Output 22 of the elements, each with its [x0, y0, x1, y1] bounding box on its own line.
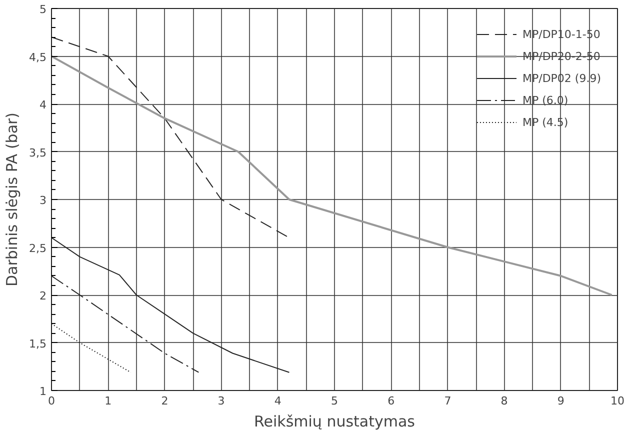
y-tick-label: 3	[40, 194, 46, 207]
y-tick-label: 5	[40, 3, 46, 16]
x-tick-label: 8	[500, 394, 508, 408]
y-tick-label: 1,5	[29, 337, 47, 350]
x-tick-label: 10	[610, 394, 624, 408]
x-tick-label: 0	[48, 394, 55, 408]
x-axis-title: Reikšmių nustatymas	[254, 412, 416, 430]
y-tick-label: 1	[40, 385, 46, 398]
x-tick-label: 6	[388, 394, 395, 408]
y-tick-label: 4	[40, 98, 46, 112]
y-axis-title: Darbinis slėgis PA (bar)	[3, 112, 22, 287]
x-tick-label: 1	[104, 394, 112, 408]
y-tick-label: 2,5	[29, 242, 47, 255]
x-tick-label: 7	[444, 394, 452, 408]
x-tick-label: 5	[331, 394, 338, 408]
x-tick-label: 9	[557, 394, 564, 408]
y-tick-label: 3,5	[29, 146, 47, 160]
x-tick-label: 2	[161, 394, 168, 408]
x-tick-label: 3	[218, 394, 225, 408]
y-tick-label: 4,5	[29, 50, 47, 64]
y-tick-label: 2	[40, 290, 46, 302]
x-tick-label: 4	[274, 394, 282, 408]
